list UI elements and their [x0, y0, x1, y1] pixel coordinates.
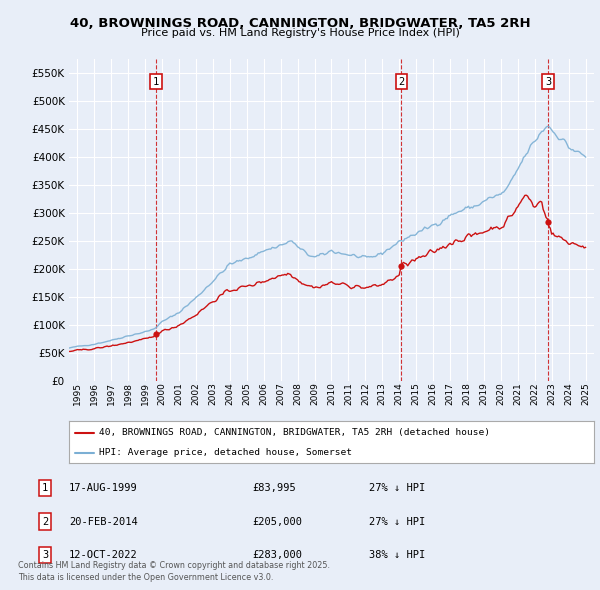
Text: 20-FEB-2014: 20-FEB-2014	[69, 517, 138, 526]
Text: 3: 3	[545, 77, 551, 87]
Text: This data is licensed under the Open Government Licence v3.0.: This data is licensed under the Open Gov…	[18, 572, 274, 582]
Text: 1: 1	[42, 483, 48, 493]
Text: 40, BROWNINGS ROAD, CANNINGTON, BRIDGWATER, TA5 2RH (detached house): 40, BROWNINGS ROAD, CANNINGTON, BRIDGWAT…	[100, 428, 490, 437]
Text: 2: 2	[398, 77, 404, 87]
Text: 38% ↓ HPI: 38% ↓ HPI	[369, 550, 425, 560]
Text: Price paid vs. HM Land Registry's House Price Index (HPI): Price paid vs. HM Land Registry's House …	[140, 28, 460, 38]
Text: £205,000: £205,000	[252, 517, 302, 526]
Text: 17-AUG-1999: 17-AUG-1999	[69, 483, 138, 493]
Text: 1: 1	[153, 77, 159, 87]
Text: 27% ↓ HPI: 27% ↓ HPI	[369, 517, 425, 526]
Text: HPI: Average price, detached house, Somerset: HPI: Average price, detached house, Some…	[100, 448, 352, 457]
Text: 12-OCT-2022: 12-OCT-2022	[69, 550, 138, 560]
Text: 2: 2	[42, 517, 48, 526]
Text: Contains HM Land Registry data © Crown copyright and database right 2025.: Contains HM Land Registry data © Crown c…	[18, 560, 330, 570]
Text: £283,000: £283,000	[252, 550, 302, 560]
Text: 3: 3	[42, 550, 48, 560]
Text: £83,995: £83,995	[252, 483, 296, 493]
Text: 40, BROWNINGS ROAD, CANNINGTON, BRIDGWATER, TA5 2RH: 40, BROWNINGS ROAD, CANNINGTON, BRIDGWAT…	[70, 17, 530, 30]
Text: 27% ↓ HPI: 27% ↓ HPI	[369, 483, 425, 493]
